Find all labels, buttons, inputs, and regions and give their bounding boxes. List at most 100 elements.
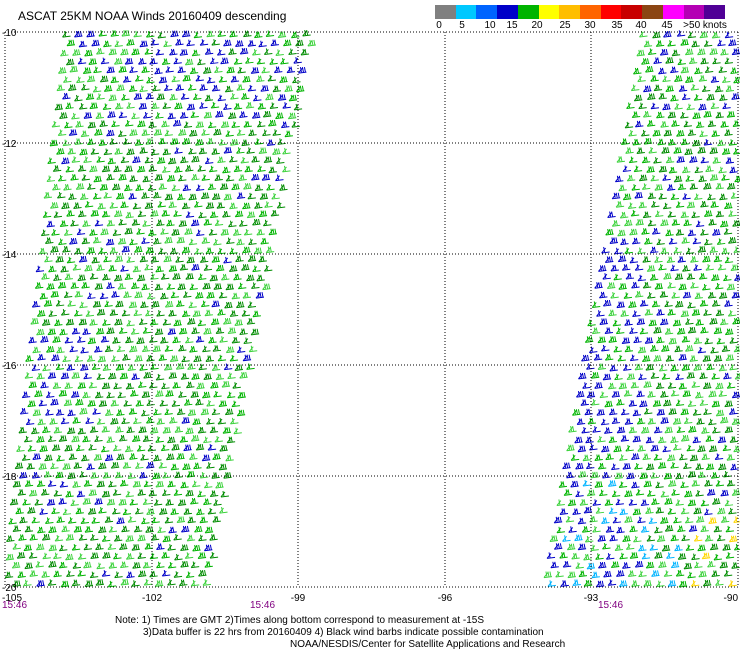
- wind-barb: [664, 498, 673, 505]
- wind-barb: [106, 391, 115, 399]
- wind-barb: [180, 560, 189, 568]
- wind-barb: [595, 507, 605, 514]
- wind-barb: [609, 364, 618, 372]
- wind-barb: [124, 165, 133, 173]
- colorbar-label: 10: [484, 20, 496, 31]
- wind-barb: [722, 444, 732, 452]
- wind-barb: [292, 76, 301, 84]
- wind-barb: [568, 425, 577, 433]
- wind-barb: [667, 111, 677, 119]
- wind-barb: [686, 103, 695, 111]
- wind-barb: [180, 93, 190, 100]
- wind-barb: [614, 544, 624, 551]
- wind-barb: [155, 436, 164, 443]
- wind-barb: [76, 228, 86, 236]
- wind-barb: [624, 319, 633, 326]
- wind-barb: [602, 299, 612, 307]
- wind-barb: [129, 175, 138, 182]
- wind-barb: [102, 364, 111, 371]
- wind-barb: [712, 157, 721, 164]
- wind-barb: [111, 355, 120, 363]
- wind-barb: [129, 66, 138, 73]
- wind-barb: [704, 479, 713, 487]
- wind-barb: [646, 120, 656, 127]
- wind-barb: [275, 174, 284, 182]
- wind-barb: [608, 408, 618, 416]
- wind-barb: [250, 328, 260, 336]
- wind-barb: [632, 310, 641, 317]
- wind-barb: [108, 48, 117, 56]
- wind-barb: [229, 202, 238, 210]
- wind-barb: [21, 454, 31, 461]
- wind-barb: [624, 247, 633, 254]
- wind-barb: [74, 355, 83, 363]
- wind-barb: [62, 246, 71, 253]
- wind-barb: [228, 48, 237, 55]
- wind-barb: [645, 463, 655, 471]
- wind-barb: [241, 93, 250, 100]
- wind-barb: [210, 318, 220, 326]
- wind-barb: [692, 237, 702, 245]
- wind-barb: [21, 391, 31, 399]
- wind-barb: [183, 444, 192, 452]
- wind-barb: [674, 75, 683, 82]
- wind-barb: [176, 193, 186, 201]
- wind-barb: [182, 74, 191, 82]
- wind-barb: [185, 427, 194, 435]
- wind-barb: [639, 327, 649, 335]
- wind-barb: [219, 445, 228, 452]
- wind-barb: [251, 174, 260, 181]
- wind-barb: [196, 508, 205, 516]
- wind-barb: [562, 462, 571, 470]
- wind-barb: [113, 535, 123, 542]
- wind-barb: [670, 534, 679, 542]
- wind-barb: [80, 517, 90, 525]
- wind-barb: [572, 508, 581, 516]
- wind-barb: [72, 264, 82, 271]
- wind-barb: [201, 237, 210, 244]
- wind-barb: [60, 417, 70, 425]
- wind-barb: [84, 580, 94, 587]
- wind-barb: [107, 157, 116, 165]
- wind-barb: [636, 147, 645, 155]
- wind-barb: [60, 580, 70, 588]
- wind-barb: [576, 418, 586, 425]
- colorbar-swatch: [538, 5, 560, 19]
- wind-barb: [659, 517, 669, 524]
- wind-barb: [149, 570, 158, 578]
- wind-barb: [65, 490, 74, 498]
- wind-barb: [653, 355, 662, 362]
- wind-barb: [654, 184, 663, 191]
- wind-barb: [611, 220, 621, 227]
- wind-barb: [713, 355, 723, 362]
- wind-barb: [36, 480, 46, 488]
- wind-barb: [682, 291, 692, 299]
- wind-barb: [109, 247, 119, 254]
- wind-barb: [677, 58, 686, 66]
- wind-barb: [47, 328, 56, 336]
- wind-barb: [160, 273, 170, 280]
- wind-barb: [145, 309, 154, 317]
- wind-barb: [217, 309, 226, 316]
- wind-barb: [219, 506, 228, 514]
- wind-barb: [728, 210, 737, 217]
- wind-barb: [704, 337, 713, 345]
- wind-barb: [24, 372, 34, 379]
- wind-barb: [190, 561, 200, 569]
- wind-barb: [208, 228, 218, 236]
- wind-barb: [562, 535, 571, 542]
- wind-barb: [694, 166, 703, 174]
- wind-barb: [692, 139, 701, 147]
- wind-barb: [27, 445, 37, 452]
- wind-barb: [154, 328, 164, 336]
- wind-barb: [114, 40, 123, 48]
- wind-barb: [681, 237, 690, 244]
- wind-barb: [631, 237, 641, 245]
- wind-barb: [710, 346, 719, 354]
- wind-barb: [716, 238, 726, 245]
- wind-barb: [161, 382, 170, 390]
- wind-barb: [148, 489, 157, 497]
- wind-barb: [125, 553, 135, 560]
- wind-barb: [186, 39, 195, 47]
- wind-barb: [628, 129, 637, 137]
